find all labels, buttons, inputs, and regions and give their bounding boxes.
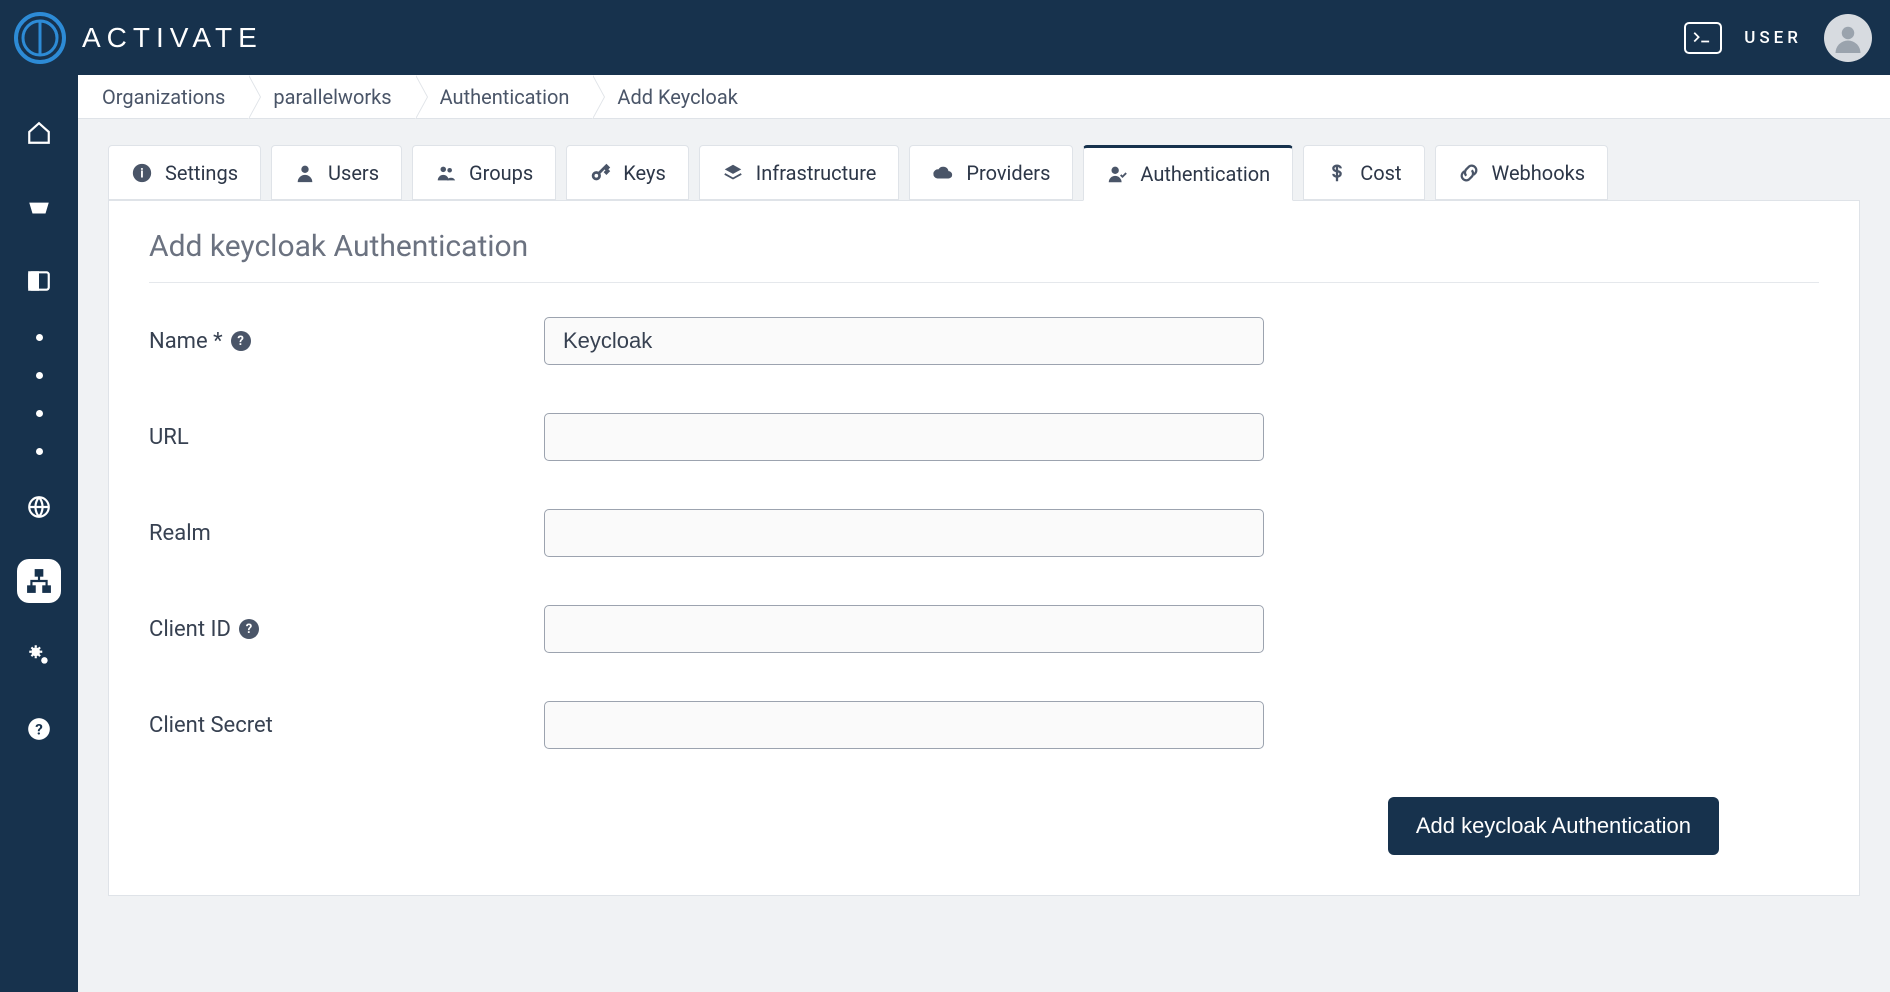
form-row-name: Name * ? (149, 317, 1819, 365)
inbox-icon (26, 194, 52, 220)
breadcrumb-organizations[interactable]: Organizations (78, 75, 249, 118)
layers-icon (722, 162, 744, 184)
breadcrumb-authentication[interactable]: Authentication (416, 75, 594, 118)
client-secret-input[interactable] (544, 701, 1264, 749)
sidebar-dot[interactable] (36, 447, 43, 455)
tab-settings[interactable]: i Settings (108, 145, 261, 200)
submit-button[interactable]: Add keycloak Authentication (1388, 797, 1719, 855)
label-text: URL (149, 425, 189, 450)
logo-icon (12, 10, 68, 66)
breadcrumb-label: Organizations (102, 85, 225, 109)
tab-providers[interactable]: Providers (909, 145, 1073, 200)
client-id-label: Client ID ? (149, 617, 544, 642)
breadcrumb-label: Authentication (440, 85, 570, 109)
info-icon: i (131, 162, 153, 184)
svg-text:i: i (140, 166, 143, 181)
tab-label: Keys (623, 161, 666, 185)
users-icon (435, 162, 457, 184)
client-id-input[interactable] (544, 605, 1264, 653)
tab-keys[interactable]: Keys (566, 145, 689, 200)
form-row-client-secret: Client Secret (149, 701, 1819, 749)
breadcrumb: Organizations parallelworks Authenticati… (78, 75, 1890, 119)
url-input[interactable] (544, 413, 1264, 461)
realm-label: Realm (149, 521, 544, 546)
tab-label: Users (328, 161, 379, 185)
tab-label: Cost (1360, 161, 1401, 185)
sidebar-item-globe[interactable] (17, 485, 61, 529)
panel-title: Add keycloak Authentication (149, 229, 1819, 283)
name-label: Name * ? (149, 329, 544, 354)
sidebar-item-sitemap[interactable] (17, 559, 61, 603)
svg-text:?: ? (35, 720, 43, 738)
tab-webhooks[interactable]: Webhooks (1435, 145, 1609, 200)
user-check-icon (1106, 163, 1128, 185)
breadcrumb-add-keycloak: Add Keycloak (593, 75, 761, 118)
link-icon (1458, 162, 1480, 184)
key-icon (589, 162, 611, 184)
realm-input[interactable] (544, 509, 1264, 557)
sidebar: ? (0, 75, 78, 992)
form-row-url: URL (149, 413, 1819, 461)
tab-groups[interactable]: Groups (412, 145, 556, 200)
header: ACTIVATE USER (0, 0, 1890, 75)
tab-authentication[interactable]: Authentication (1083, 145, 1293, 201)
gears-icon (26, 642, 52, 668)
logo-text: ACTIVATE (82, 22, 263, 54)
sidebar-item-home[interactable] (17, 111, 61, 155)
main: Organizations parallelworks Authenticati… (78, 75, 1890, 992)
tab-label: Authentication (1140, 162, 1270, 186)
form-row-realm: Realm (149, 509, 1819, 557)
globe-icon (26, 494, 52, 520)
tab-cost[interactable]: Cost (1303, 145, 1424, 200)
name-input[interactable] (544, 317, 1264, 365)
avatar[interactable] (1824, 14, 1872, 62)
breadcrumb-label: Add Keycloak (617, 85, 737, 109)
help-icon[interactable]: ? (239, 619, 259, 639)
content: i Settings Users Groups Keys (78, 119, 1890, 992)
user-icon (294, 162, 316, 184)
sidebar-item-panel[interactable] (17, 259, 61, 303)
url-label: URL (149, 425, 544, 450)
sidebar-item-gears[interactable] (17, 633, 61, 677)
help-icon: ? (26, 716, 52, 742)
tab-label: Infrastructure (756, 161, 877, 185)
sidebar-dot[interactable] (36, 371, 43, 379)
logo-area: ACTIVATE (12, 10, 263, 66)
terminal-button[interactable] (1684, 22, 1722, 54)
cloud-icon (932, 162, 954, 184)
panel: Add keycloak Authentication Name * ? URL (108, 200, 1860, 896)
label-text: Name * (149, 329, 223, 354)
tab-users[interactable]: Users (271, 145, 402, 200)
tab-label: Providers (966, 161, 1050, 185)
terminal-icon (1692, 31, 1714, 45)
sidebar-dot[interactable] (36, 333, 43, 341)
submit-row: Add keycloak Authentication (149, 797, 1819, 855)
tab-label: Webhooks (1492, 161, 1586, 185)
label-text: Client ID (149, 617, 231, 642)
tabs: i Settings Users Groups Keys (108, 145, 1860, 200)
label-text: Client Secret (149, 713, 273, 738)
sidebar-dot[interactable] (36, 409, 43, 417)
header-right: USER (1684, 14, 1872, 62)
tab-label: Groups (469, 161, 533, 185)
sitemap-icon (26, 568, 52, 594)
sidebar-item-help[interactable]: ? (17, 707, 61, 751)
home-icon (26, 120, 52, 146)
breadcrumb-org-name[interactable]: parallelworks (249, 75, 415, 118)
form-row-client-id: Client ID ? (149, 605, 1819, 653)
client-secret-label: Client Secret (149, 713, 544, 738)
sidebar-item-inbox[interactable] (17, 185, 61, 229)
user-label: USER (1744, 28, 1802, 48)
tab-label: Settings (165, 161, 238, 185)
panel-icon (26, 268, 52, 294)
tab-infrastructure[interactable]: Infrastructure (699, 145, 900, 200)
avatar-icon (1833, 23, 1863, 53)
label-text: Realm (149, 521, 211, 546)
dollar-icon (1326, 162, 1348, 184)
help-icon[interactable]: ? (231, 331, 251, 351)
breadcrumb-label: parallelworks (273, 85, 391, 109)
